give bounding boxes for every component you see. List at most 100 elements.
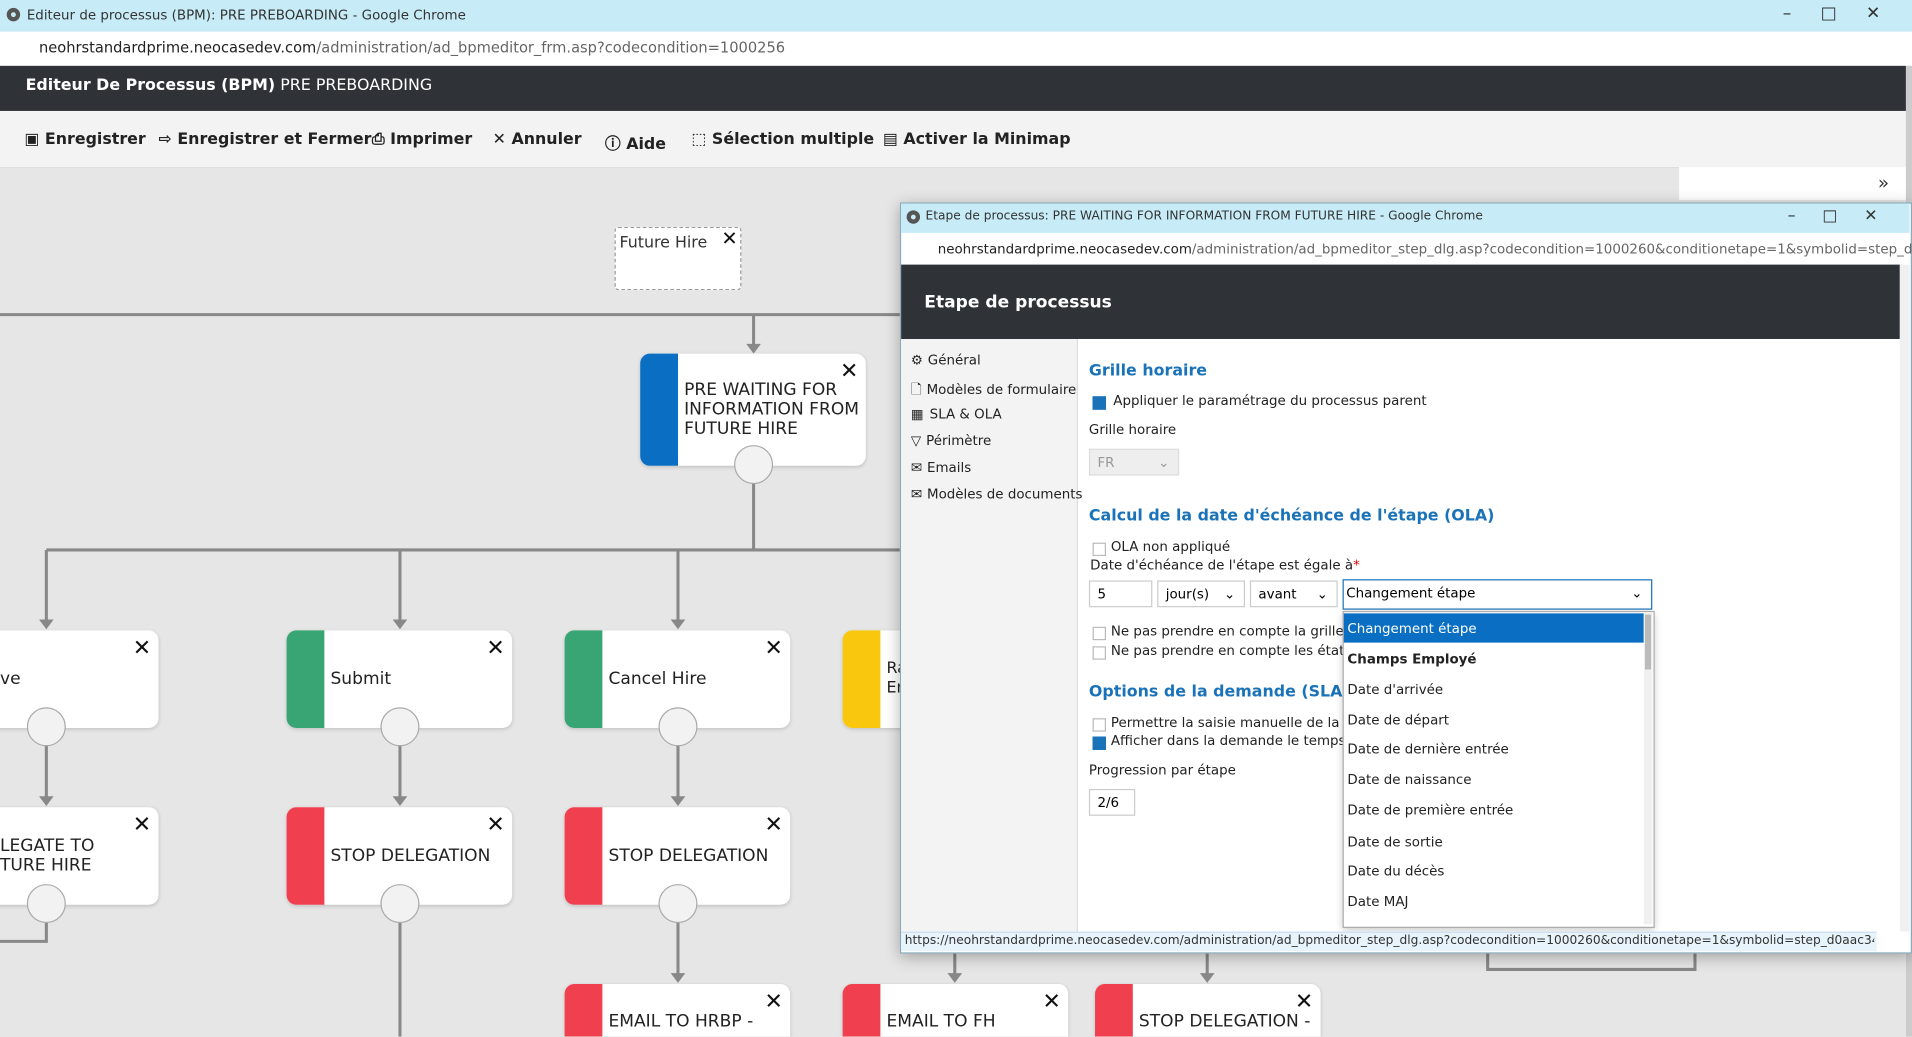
decoration: ⌄ <box>1631 585 1643 602</box>
select-disabled: FR ⌄ <box>1088 448 1180 476</box>
toolbar-label: Annuler <box>511 130 582 149</box>
decoration <box>564 984 603 1037</box>
node-label: STOP DELEGATION - <box>1138 1012 1311 1032</box>
node-label: ve <box>0 669 21 689</box>
decoration: ✕ <box>764 988 783 1015</box>
toolbar <box>0 110 1906 169</box>
toolbar-label: Enregistrer et Fermer <box>177 130 372 149</box>
relation-select[interactable]: avant ⌄ <box>1249 580 1338 608</box>
checkbox[interactable] <box>1092 646 1106 660</box>
chrome-icon <box>6 7 21 22</box>
node-label: EMAIL TO HRBP - <box>608 1012 754 1032</box>
step-node[interactable]: LEGATE TO TURE HIRE ✕ <box>0 807 159 905</box>
dropdown-highlight <box>1343 613 1644 643</box>
decoration: ✕ <box>721 226 738 250</box>
decoration <box>910 214 916 220</box>
chrome-icon <box>906 210 921 224</box>
node-port[interactable] <box>380 707 420 747</box>
node-label: EMAIL TO FH <box>886 1012 996 1032</box>
decoration: ▽ <box>910 432 922 449</box>
dropdown-option[interactable]: Date de première entrée <box>1347 802 1514 819</box>
node-label: TURE HIRE <box>0 856 92 876</box>
decoration <box>842 984 881 1037</box>
nav-item[interactable]: ▽ Périmètre <box>911 433 991 449</box>
app-title: Editeur De Processus (BPM) PRE PREBOARDI… <box>26 77 433 95</box>
amount-input[interactable]: 5 <box>1088 580 1153 608</box>
dialog-url[interactable]: neohrstandardprime.neocasedev.com/admini… <box>938 241 1912 257</box>
node-port[interactable] <box>734 445 774 485</box>
url[interactable]: neohrstandardprime.neocasedev.com/admini… <box>39 39 785 56</box>
decoration: ⚙ <box>910 352 923 369</box>
decoration: ✕ <box>764 812 783 838</box>
dropdown-option[interactable]: Date du décès <box>1347 863 1445 880</box>
toolbar-button[interactable]: ⬚ Sélection multiple <box>691 130 875 149</box>
checkbox[interactable] <box>1092 396 1106 410</box>
dropdown-option[interactable]: Date de sortie <box>1347 834 1443 850</box>
nav-item[interactable]: ▦ SLA & OLA <box>911 406 1002 422</box>
checkbox[interactable] <box>1092 626 1106 641</box>
dropdown-list: Changement étape Champs Employé Date d'a… <box>1342 610 1655 928</box>
toolbar-button[interactable]: ✕ Annuler <box>492 130 582 149</box>
start-node[interactable]: Future Hire ✕ <box>614 226 742 291</box>
step-node[interactable]: STOP DELEGATION - ✕ <box>1095 984 1321 1037</box>
select-value: avant <box>1258 586 1297 603</box>
dropdown-option[interactable]: Date de départ <box>1347 712 1450 728</box>
toolbar-button[interactable]: ⇨ Enregistrer et Fermer <box>158 130 372 149</box>
decoration: ✉ <box>910 486 923 503</box>
node-port[interactable] <box>26 707 66 747</box>
node-label: STOP DELEGATION <box>330 846 491 866</box>
toolbar-button[interactable]: ⎙ Imprimer <box>371 130 473 149</box>
decoration <box>842 630 881 728</box>
decoration: ✕ <box>132 812 152 838</box>
step-node[interactable]: ve ✕ <box>0 630 159 728</box>
window-controls[interactable]: –□✕ <box>1787 207 1905 226</box>
dialog-scrollbar <box>1899 264 1910 932</box>
dropdown-group: Champs Employé <box>1347 651 1477 668</box>
node-port[interactable] <box>380 884 420 924</box>
decoration <box>0 313 1697 1037</box>
nav-item[interactable]: 🗋 Modèles de formulaire <box>911 379 1076 402</box>
decoration <box>564 807 603 905</box>
step-node[interactable]: EMAIL TO FH ✕ <box>842 984 1069 1037</box>
checkbox-label: Appliquer le paramétrage du processus pa… <box>1113 392 1427 409</box>
panel-toggle[interactable]: » <box>1877 171 1890 194</box>
reference-select[interactable]: Changement étape ⌄ <box>1342 579 1653 610</box>
step-node[interactable]: EMAIL TO HRBP - ✕ <box>564 984 791 1037</box>
toolbar-button[interactable]: ▣ Enregistrer <box>24 130 146 149</box>
checkbox[interactable] <box>1092 718 1106 732</box>
window-controls[interactable]: –□✕ <box>1782 3 1910 24</box>
field-label: Date d'échéance de l'étape est égale à* <box>1090 557 1360 573</box>
dropdown-option[interactable]: Date MAJ <box>1347 893 1409 910</box>
dialog-heading: Etape de processus <box>924 292 1112 313</box>
toolbar-button[interactable]: ⓘ Aide <box>604 135 667 154</box>
checkbox[interactable] <box>1092 736 1106 750</box>
dropdown-option[interactable]: Date de naissance <box>1347 771 1472 788</box>
app-name: Editeur De Processus (BPM) <box>25 76 276 96</box>
node-port[interactable] <box>658 707 698 747</box>
nav-item[interactable]: ✉ Modèles de documents <box>911 487 1083 503</box>
nav-item[interactable]: ⚙ Général <box>911 352 981 368</box>
checkbox[interactable] <box>1092 542 1106 557</box>
status-bar <box>901 931 1877 952</box>
checkbox-label: Ne pas prendre en compte les états suspe… <box>1110 642 1404 659</box>
decoration: ✕ <box>486 812 505 838</box>
dropdown-option[interactable]: Date d'arrivée <box>1347 681 1444 698</box>
dropdown-scrollbar <box>1643 612 1653 925</box>
status-url: https://neohrstandardprime.neocasedev.co… <box>904 934 1874 948</box>
decoration <box>1644 614 1652 670</box>
select-value: FR <box>1097 454 1115 471</box>
progress-input[interactable]: 2/6 <box>1088 788 1136 816</box>
dropdown-option[interactable]: Date de dernière entrée <box>1347 741 1509 758</box>
field-label: Grille horaire <box>1088 421 1177 438</box>
unit-select[interactable]: jour(s) ⌄ <box>1157 580 1246 608</box>
decoration <box>10 12 16 18</box>
node-port[interactable] <box>26 884 66 924</box>
dropdown-option[interactable]: Changement étape <box>1347 620 1477 637</box>
node-port[interactable] <box>658 884 698 924</box>
toolbar-button[interactable]: ▤ Activer la Minimap <box>882 130 1071 149</box>
decoration <box>1095 984 1133 1037</box>
nav-item[interactable]: ✉ Emails <box>911 460 971 476</box>
dialog-title: Etape de processus: PRE WAITING FOR INFO… <box>925 209 1483 224</box>
decoration <box>286 807 325 905</box>
